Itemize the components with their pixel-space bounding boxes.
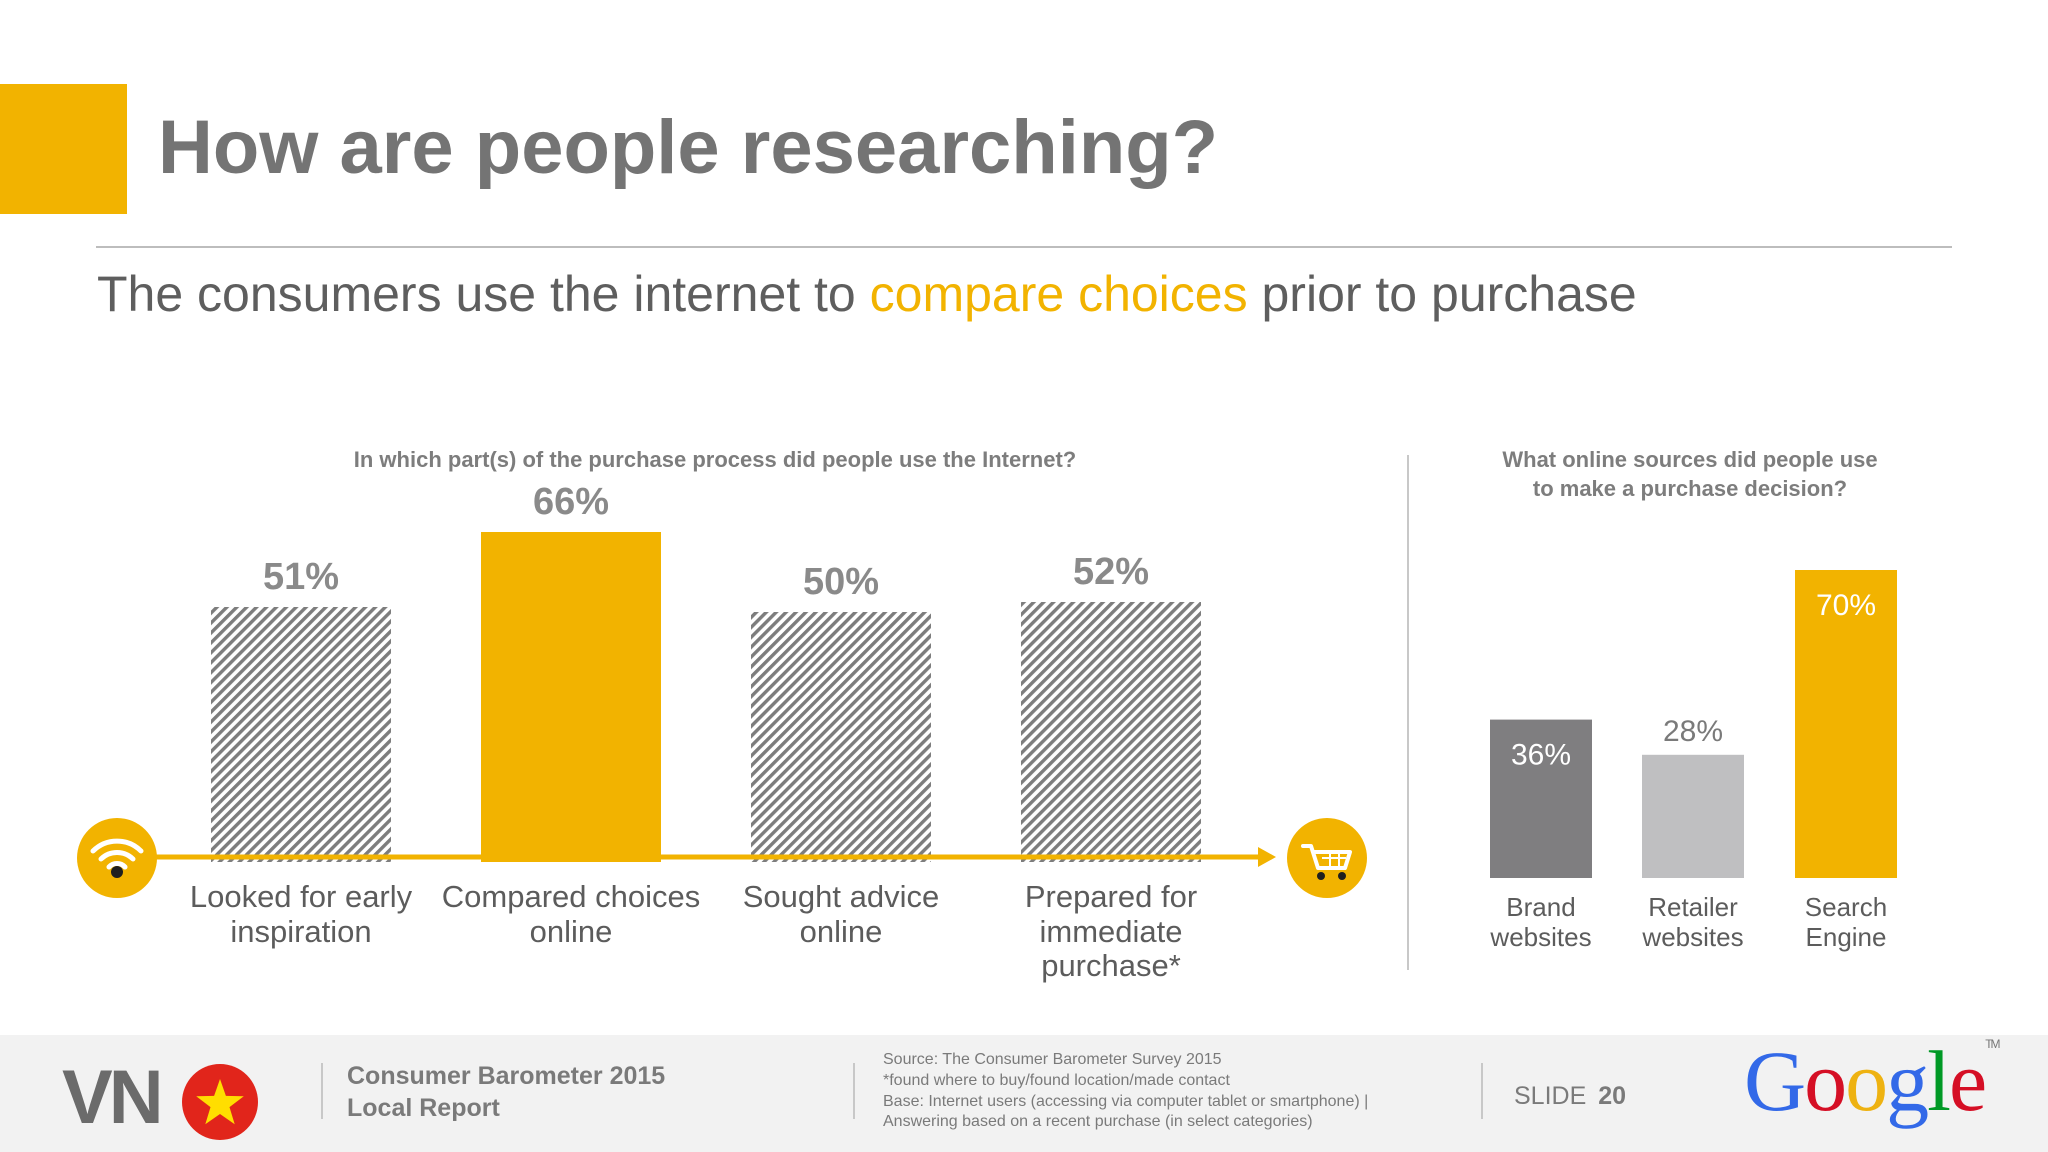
bar-value-label: 51%: [263, 556, 339, 598]
source-note: Source: The Consumer Barometer Survey 20…: [883, 1050, 1368, 1133]
source-bar-value-label: 28%: [1663, 715, 1723, 748]
left-chart-question: In which part(s) of the purchase process…: [353, 447, 1077, 472]
charts-divider: [1407, 455, 1409, 970]
source-line: Base: Internet users (accessing via comp…: [883, 1092, 1369, 1110]
source-bar-value-label: 36%: [1511, 739, 1571, 772]
shopping-cart-icon: [1287, 818, 1367, 898]
footer-divider: [1481, 1063, 1483, 1119]
category-label: Compared choices online: [441, 879, 701, 949]
source-category-label: Retailer websites: [1642, 892, 1744, 952]
page-subtitle: The consumers use the internet to compar…: [97, 264, 1637, 324]
category-label: Sought advice online: [742, 879, 940, 949]
source-category-label: Brand websites: [1490, 892, 1592, 952]
page-title: How are people researching?: [158, 105, 1219, 190]
report-name: Consumer Barometer 2015 Local Report: [347, 1060, 665, 1124]
source-line: Answering based on a recent purchase (in…: [883, 1113, 1313, 1131]
wifi-icon: [77, 818, 157, 898]
category-label: Looked for early inspiration: [189, 879, 413, 949]
vietnam-flag-icon: [182, 1064, 258, 1140]
slide-label: SLIDE: [1514, 1082, 1587, 1110]
slide-number-value: 20: [1598, 1082, 1627, 1110]
google-logo-letter: o: [1804, 1033, 1847, 1129]
subtitle-highlight: compare choices: [869, 266, 1248, 322]
source-bar-value-label: 70%: [1816, 589, 1876, 622]
subtitle-post: prior to purchase: [1247, 266, 1637, 322]
title-accent-block: [0, 84, 127, 214]
google-logo-tm: TM: [1985, 1037, 2000, 1051]
source-bar-2: [1795, 570, 1897, 878]
report-line-2: Local Report: [347, 1094, 500, 1122]
source-bar-0: [1490, 719, 1592, 878]
bar-1: [481, 532, 661, 862]
bar-0: [211, 607, 391, 862]
bar-value-label: 50%: [803, 561, 879, 603]
right-chart-question: What online sources did people use to ma…: [1502, 447, 1878, 501]
source-line: Source: The Consumer Barometer Survey 20…: [883, 1051, 1222, 1068]
google-logo-letter: e: [1949, 1033, 1987, 1129]
bar-value-label: 52%: [1073, 551, 1149, 593]
bar-value-label: 66%: [533, 481, 609, 523]
country-code: VN: [62, 1055, 164, 1140]
bar-2: [751, 612, 931, 862]
google-logo-letter: o: [1845, 1033, 1888, 1129]
google-logo: GoogleTM: [1744, 1037, 2001, 1124]
category-label: Prepared for immediate purchase*: [1024, 879, 1198, 984]
google-logo-letter: l: [1927, 1033, 1951, 1129]
source-line: *found where to buy/found location/made …: [883, 1071, 1230, 1089]
source-bar-1: [1642, 754, 1744, 878]
google-logo-letter: g: [1886, 1033, 1929, 1129]
source-category-label: Search Engine: [1804, 892, 1888, 952]
bar-3: [1021, 602, 1201, 862]
footer-divider: [321, 1063, 323, 1119]
timeline-arrow-head: [1258, 847, 1276, 867]
subtitle-pre: The consumers use the internet to: [97, 266, 870, 322]
google-logo-letter: G: [1744, 1033, 1806, 1129]
slide-number: SLIDE 20: [1514, 1082, 1626, 1111]
footer-divider: [853, 1063, 855, 1119]
title-divider: [96, 246, 1952, 248]
footer-bar: [0, 1035, 2048, 1152]
report-line-1: Consumer Barometer 2015: [347, 1062, 666, 1090]
